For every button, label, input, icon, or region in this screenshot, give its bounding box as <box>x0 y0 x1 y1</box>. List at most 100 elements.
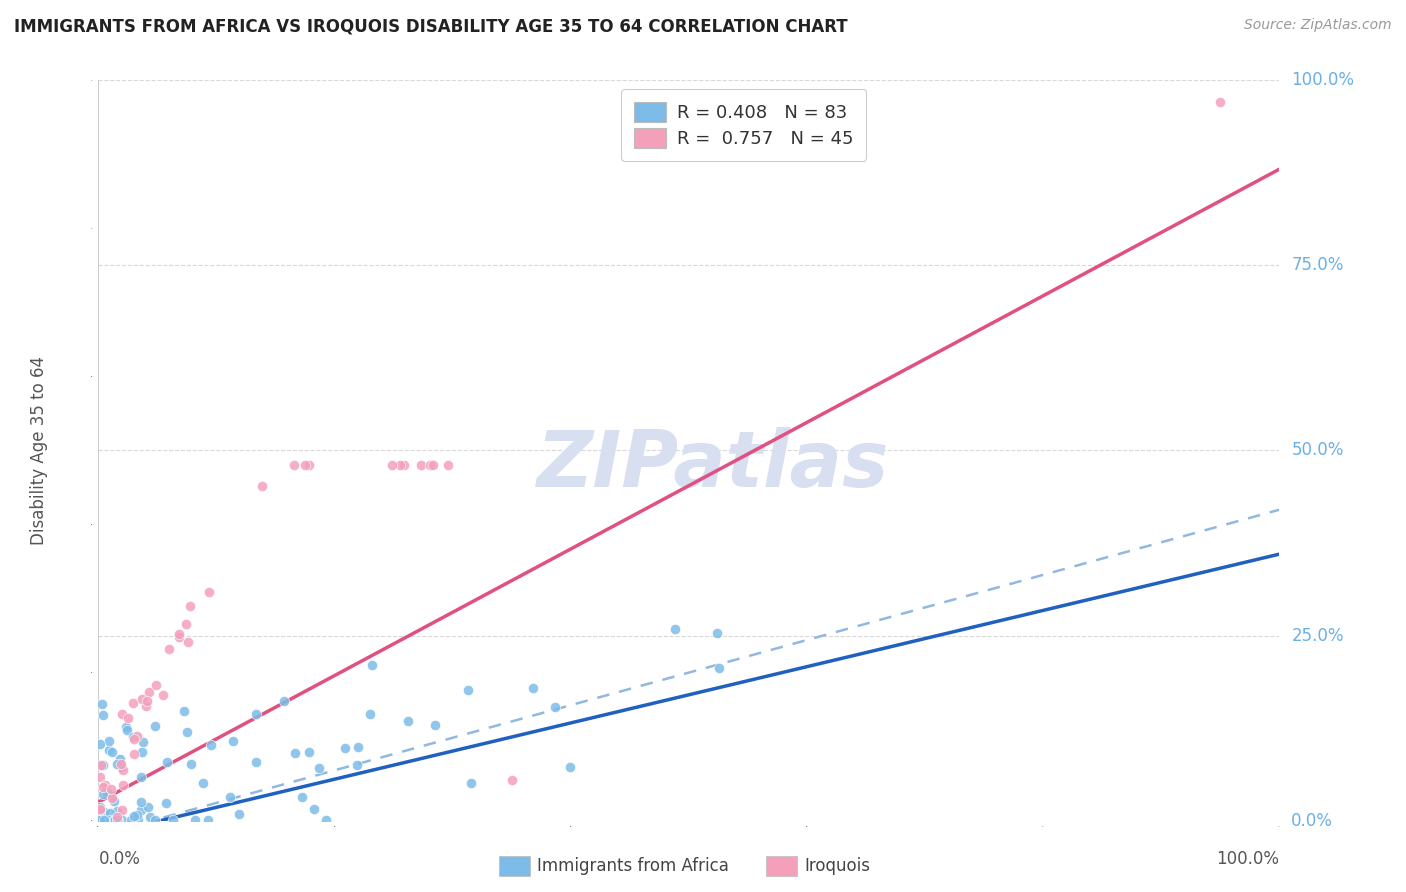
Point <box>169 627 191 641</box>
Text: ZIPatlas: ZIPatlas <box>537 427 889 503</box>
Point <box>108 752 131 766</box>
Point <box>139 810 162 824</box>
Point <box>347 740 370 755</box>
Point <box>100 782 122 797</box>
Point <box>222 734 245 748</box>
Point <box>422 458 444 473</box>
Point <box>97 813 120 827</box>
Text: 100.0%: 100.0% <box>1291 71 1354 89</box>
Point <box>396 714 419 729</box>
Point <box>388 458 411 473</box>
Point <box>93 708 115 723</box>
Point <box>103 813 125 827</box>
Point <box>155 796 177 810</box>
Point <box>162 813 184 827</box>
Point <box>558 759 581 773</box>
Point <box>143 719 166 733</box>
Point <box>437 458 460 473</box>
Point <box>706 625 728 640</box>
Point <box>131 745 153 759</box>
Point <box>91 758 114 772</box>
Point <box>298 745 321 759</box>
Text: 75.0%: 75.0% <box>1291 256 1344 275</box>
Point <box>93 805 115 819</box>
Point <box>245 756 267 770</box>
Point <box>664 622 686 636</box>
Point <box>419 458 441 473</box>
Point <box>115 720 138 734</box>
Point <box>117 711 139 725</box>
Point <box>361 658 384 673</box>
Point <box>394 458 416 473</box>
Point <box>197 813 219 827</box>
Point <box>308 760 330 774</box>
Point <box>294 458 316 473</box>
Point <box>359 707 381 722</box>
Point <box>167 630 190 644</box>
Point <box>179 599 201 614</box>
Point <box>90 757 112 772</box>
Point <box>98 806 121 821</box>
Point <box>193 775 215 789</box>
Point <box>457 683 479 698</box>
Point <box>707 660 730 674</box>
Point <box>425 718 447 732</box>
Point <box>198 585 221 599</box>
Point <box>156 755 179 769</box>
Point <box>522 681 544 696</box>
Point <box>93 780 115 794</box>
Text: 100.0%: 100.0% <box>1216 850 1279 868</box>
Point <box>89 813 111 827</box>
Point <box>98 743 121 757</box>
Text: Iroquois: Iroquois <box>804 857 870 875</box>
Point <box>315 813 337 827</box>
Point <box>121 696 143 710</box>
Point <box>273 694 295 708</box>
Point <box>105 804 128 818</box>
Point <box>89 800 111 814</box>
Point <box>94 778 117 792</box>
Point <box>245 707 267 722</box>
Text: 0.0%: 0.0% <box>1291 812 1333 830</box>
Point <box>460 776 482 790</box>
Point <box>127 807 149 822</box>
Point <box>93 813 115 827</box>
Point <box>283 458 305 473</box>
Point <box>89 803 111 817</box>
Point <box>89 813 111 827</box>
Point <box>250 479 273 493</box>
Text: 50.0%: 50.0% <box>1291 442 1344 459</box>
Point <box>103 794 125 808</box>
Point <box>176 725 198 739</box>
Point <box>91 697 114 711</box>
Point <box>110 757 132 772</box>
Point <box>135 699 157 714</box>
Point <box>89 737 111 751</box>
Point <box>298 458 321 473</box>
Point <box>174 616 197 631</box>
Point <box>96 785 118 799</box>
Point <box>1209 95 1232 110</box>
Point <box>131 692 153 706</box>
Point <box>184 813 207 827</box>
Point <box>111 813 134 827</box>
Point <box>145 678 167 692</box>
Point <box>228 807 250 822</box>
Text: Disability Age 35 to 64: Disability Age 35 to 64 <box>31 356 48 545</box>
Point <box>110 760 132 774</box>
Point <box>91 787 114 801</box>
Point <box>411 458 433 473</box>
Legend: R = 0.408   N = 83, R =  0.757   N = 45: R = 0.408 N = 83, R = 0.757 N = 45 <box>621 89 866 161</box>
Point <box>100 791 122 805</box>
Point <box>138 799 160 814</box>
Point <box>112 778 135 792</box>
Point <box>107 813 129 827</box>
Point <box>302 802 325 816</box>
Point <box>89 770 111 784</box>
Text: Immigrants from Africa: Immigrants from Africa <box>537 857 728 875</box>
Point <box>100 813 122 827</box>
Point <box>173 704 195 718</box>
Point <box>122 809 145 823</box>
Point <box>291 790 314 805</box>
Point <box>105 810 128 824</box>
